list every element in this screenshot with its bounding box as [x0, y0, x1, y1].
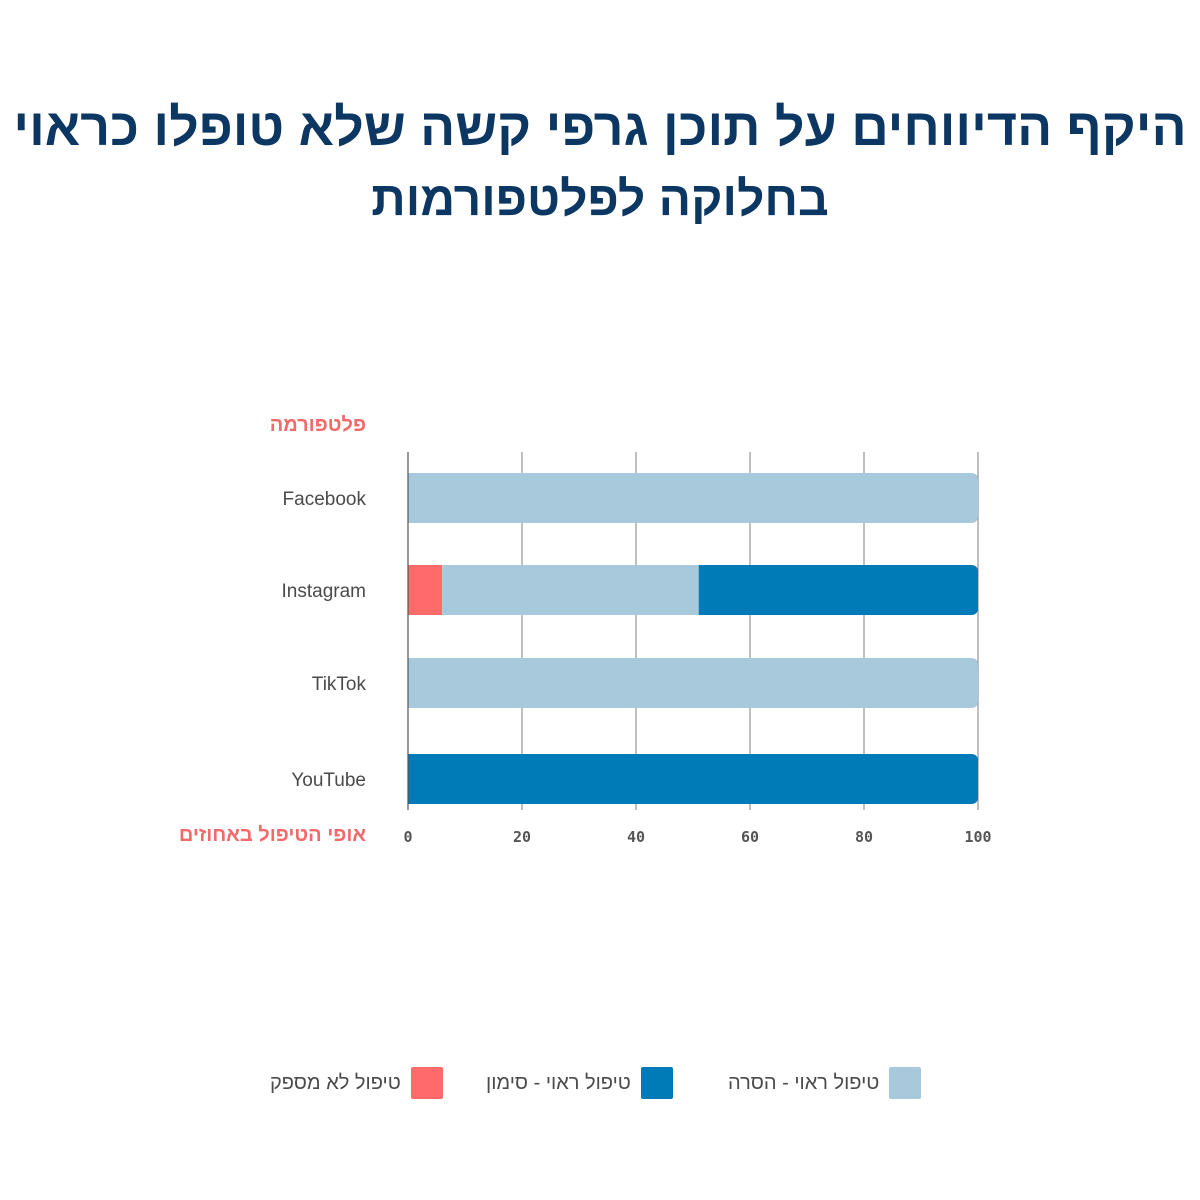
- category-label-instagram: Instagram: [282, 581, 366, 602]
- legend-label-marking: טיפול ראוי - סימון: [486, 1071, 631, 1094]
- x-tick-label: 20: [513, 828, 531, 846]
- chart-title: היקף הדיווחים על תוכן גרפי קשה שלא טופלו…: [13, 99, 1187, 157]
- y-axis-label: פלטפורמה: [269, 414, 366, 436]
- legend-item-removal: טיפול ראוי - הסרה: [728, 1066, 922, 1100]
- legend-label-insufficient: טיפול לא מספק: [270, 1071, 401, 1094]
- x-tick-label: 40: [627, 828, 645, 846]
- bar-instagram-series-1: [442, 565, 699, 615]
- legend-item-marking: טיפול ראוי - סימון: [486, 1066, 673, 1100]
- chart-subtitle: בחלוקה לפלטפורמות: [371, 173, 829, 226]
- x-axis-label: אופי הטיפול באחוזים: [178, 824, 366, 846]
- bar-tiktok-series-1: [408, 658, 978, 708]
- bar-instagram-series-0: [408, 565, 443, 615]
- legend-swatch-removal: [889, 1067, 922, 1099]
- category-label-facebook: Facebook: [283, 489, 367, 510]
- category-label-youtube: YouTube: [291, 770, 366, 791]
- x-tick-label: 100: [964, 828, 991, 846]
- x-tick-label: 60: [741, 828, 759, 846]
- legend-label-removal: טיפול ראוי - הסרה: [728, 1071, 880, 1094]
- x-tick-label: 80: [855, 828, 873, 846]
- bar-youtube-series-2: [408, 754, 978, 804]
- legend-swatch-insufficient: [410, 1067, 443, 1099]
- bar-facebook-series-1: [408, 473, 978, 523]
- bar-instagram-series-2: [698, 565, 978, 615]
- legend-item-insufficient: טיפול לא מספק: [270, 1066, 443, 1100]
- x-tick-label: 0: [403, 828, 412, 846]
- category-label-tiktok: TikTok: [312, 674, 367, 695]
- legend-swatch-marking: [640, 1067, 673, 1099]
